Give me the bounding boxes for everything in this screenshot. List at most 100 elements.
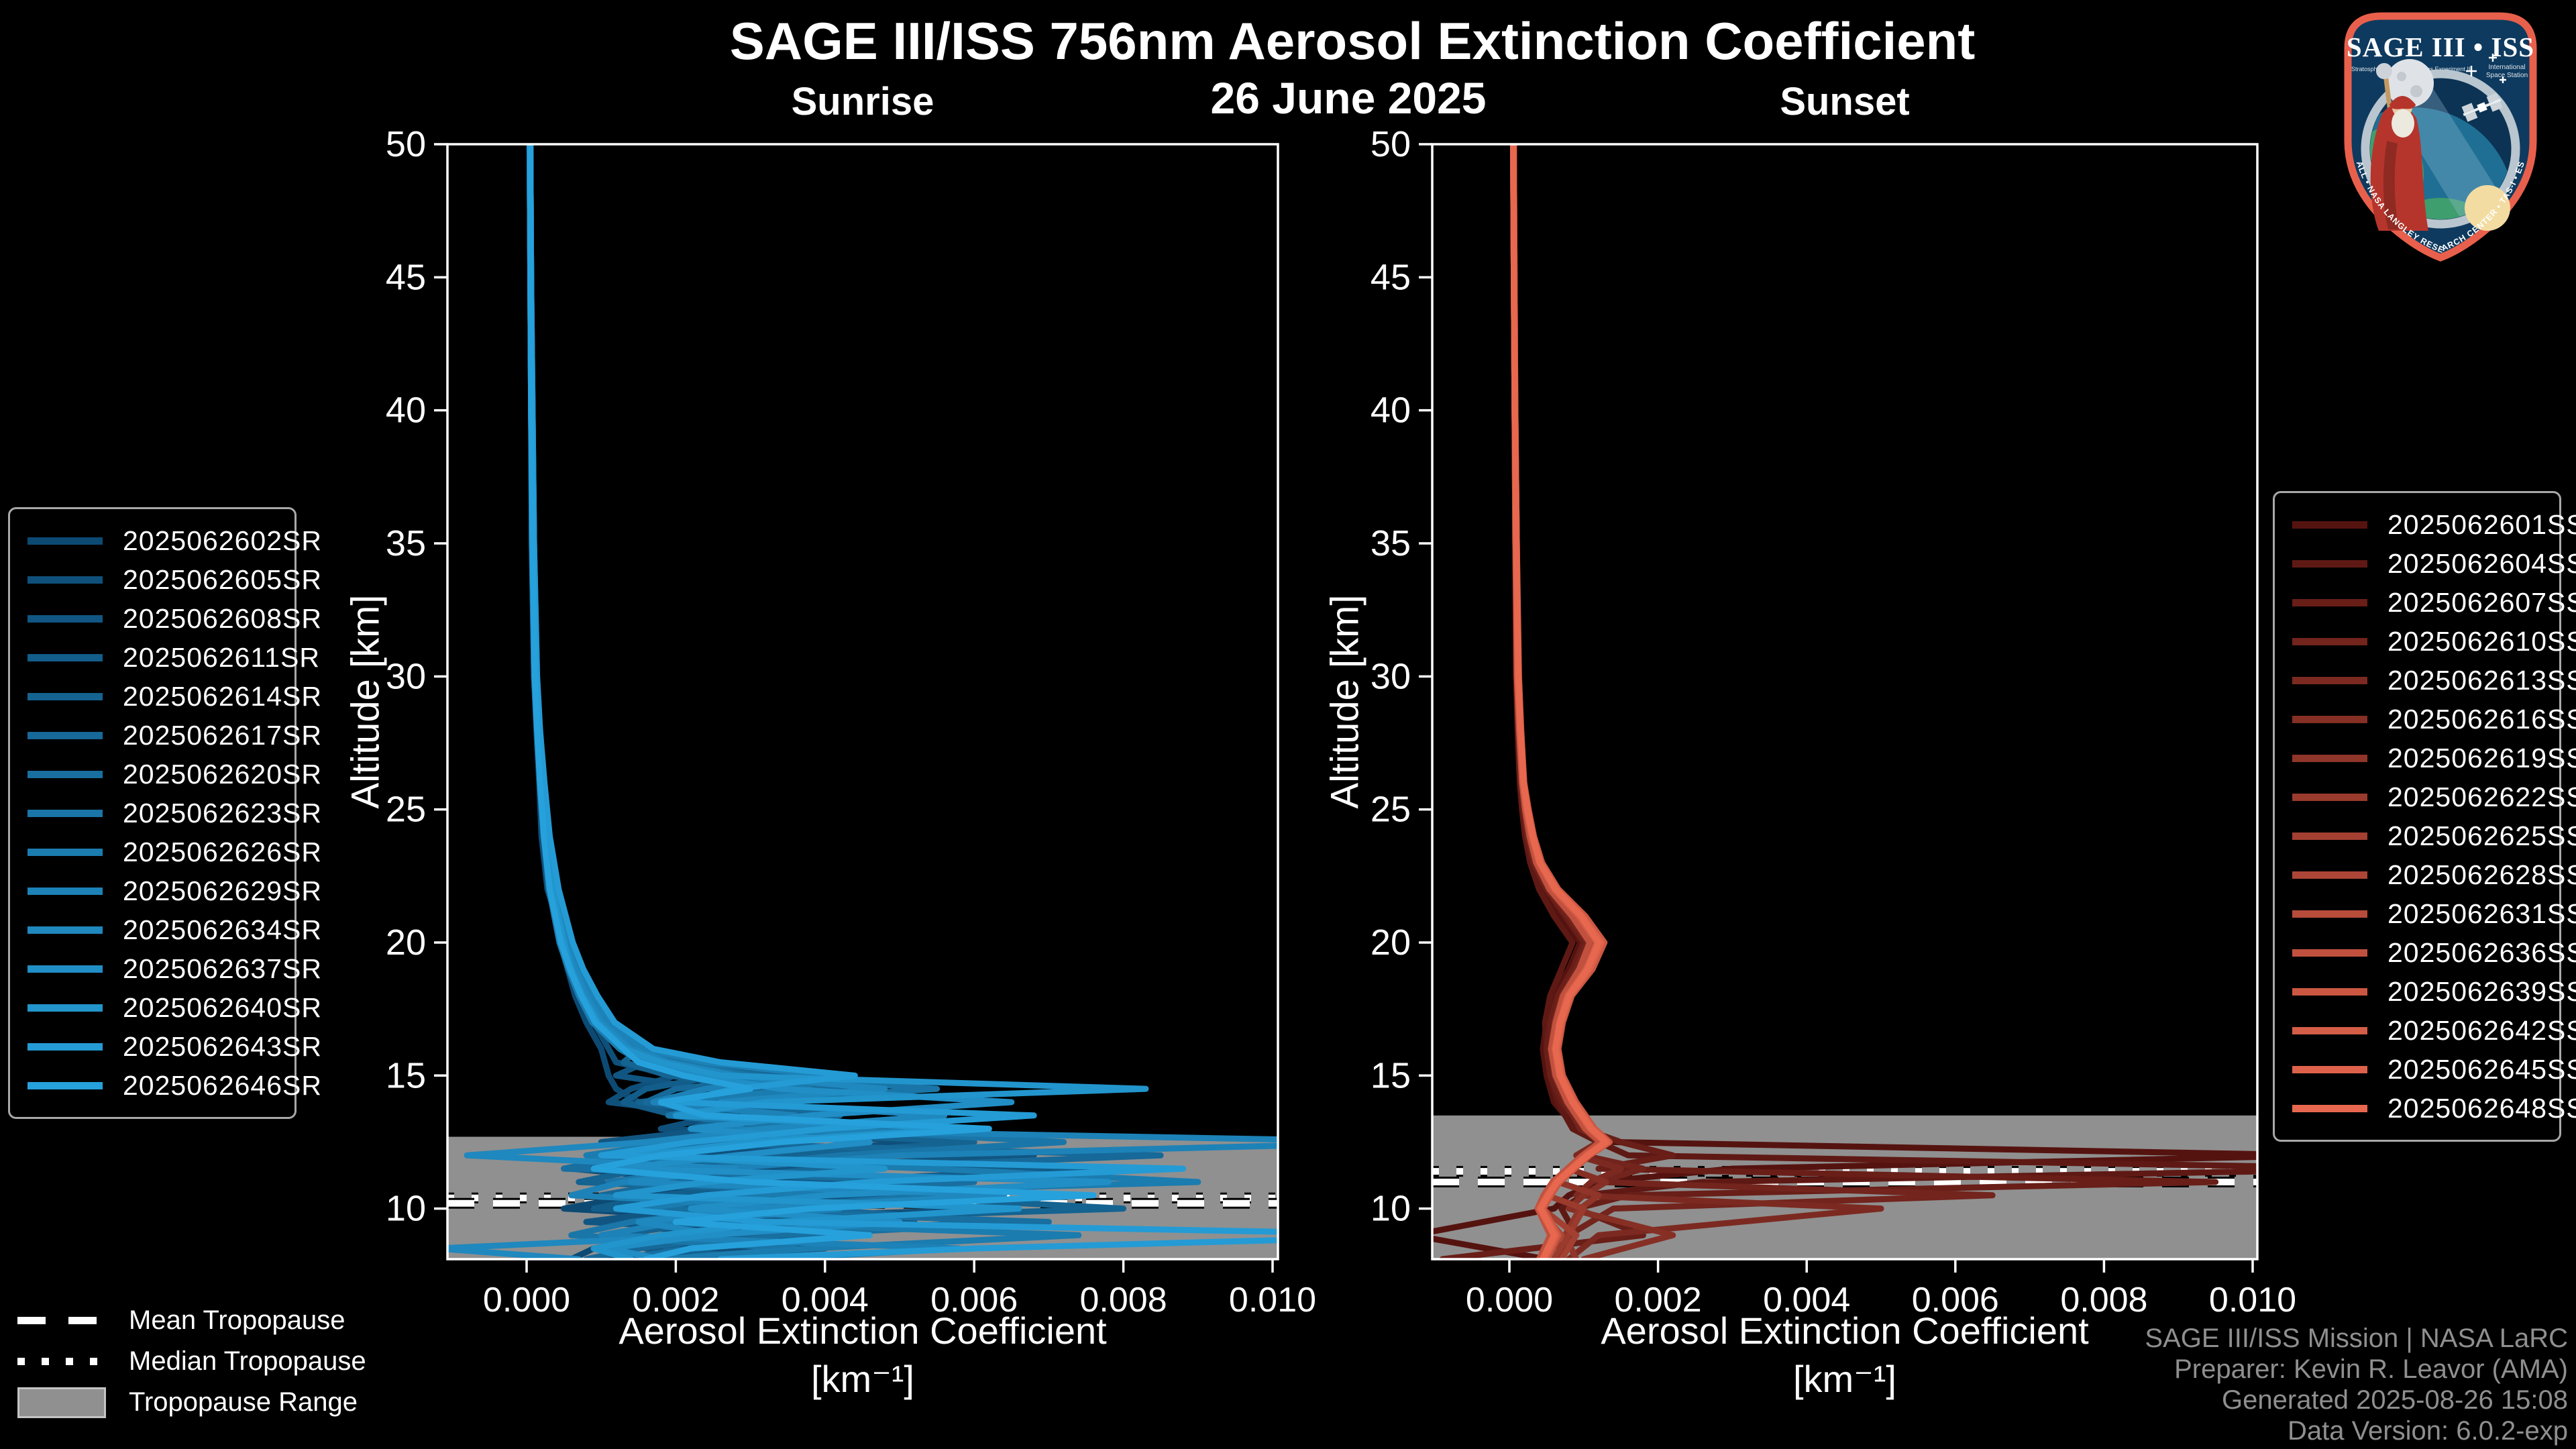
event-color-swatch bbox=[28, 1081, 103, 1089]
y-tick-label: 45 bbox=[386, 257, 426, 297]
event-id-label: 2025062616SS bbox=[2387, 703, 2576, 735]
attribution-line: Data Version: 6.0.2-exp bbox=[2287, 1416, 2568, 1446]
y-tick-label: 35 bbox=[386, 523, 426, 564]
moon-crater bbox=[2397, 72, 2406, 81]
x-tick-label: 0.002 bbox=[632, 1281, 719, 1320]
series-line-2025062604SS bbox=[1510, 144, 2257, 1259]
event-color-swatch bbox=[28, 653, 103, 661]
iss-sketch bbox=[2461, 93, 2503, 122]
series-line-2025062610SS bbox=[1510, 144, 1996, 1259]
event-color-swatch bbox=[28, 965, 103, 973]
event-color-swatch bbox=[28, 770, 103, 778]
y-tick-label: 10 bbox=[386, 1189, 426, 1229]
event-id-label: 2025062610SS bbox=[2387, 625, 2576, 657]
event-id-label: 2025062602SR bbox=[123, 525, 322, 556]
page-title: SAGE III/ISS 756nm Aerosol Extinction Co… bbox=[729, 11, 1976, 70]
xlabel-units: [km⁻¹] bbox=[811, 1358, 914, 1400]
event-color-swatch bbox=[2292, 559, 2367, 568]
event-color-swatch bbox=[28, 537, 103, 545]
ylabel-sunrise: Altitude [km] bbox=[343, 594, 388, 809]
legend-item-event: 2025062620SR bbox=[28, 755, 321, 794]
legend-item-event: 2025062617SR bbox=[28, 716, 321, 755]
y-tick-label: 40 bbox=[1371, 390, 1411, 431]
y-tick-label: 25 bbox=[1371, 790, 1411, 830]
legend-item-event: 2025062640SR bbox=[28, 988, 321, 1027]
event-id-label: 2025062629SR bbox=[123, 875, 322, 906]
x-tick-label: 0.004 bbox=[1763, 1281, 1850, 1320]
event-id-label: 2025062639SS bbox=[2387, 975, 2576, 1007]
event-color-swatch bbox=[2292, 715, 2367, 723]
legend-label: Median Tropopause bbox=[129, 1346, 366, 1376]
event-id-label: 2025062642SS bbox=[2387, 1014, 2576, 1046]
x-tick-label: 0.002 bbox=[1615, 1281, 1702, 1320]
event-color-swatch bbox=[28, 1042, 103, 1051]
x-tick-label: 0.000 bbox=[1466, 1281, 1553, 1320]
event-color-swatch bbox=[2292, 1065, 2367, 1073]
event-id-label: 2025062623SR bbox=[123, 797, 322, 828]
event-id-label: 2025062614SR bbox=[123, 680, 322, 712]
x-tick-label: 0.008 bbox=[1080, 1281, 1167, 1320]
event-color-swatch bbox=[2292, 521, 2367, 529]
y-tick-label: 30 bbox=[1371, 656, 1411, 696]
legend-sunset: 2025062601SS 2025062604SS 2025062607SS 2025… bbox=[2273, 491, 2576, 1142]
x-tick-label: 0.010 bbox=[2209, 1281, 2296, 1320]
xlabel-text: Aerosol Extinction Coefficient bbox=[619, 1309, 1107, 1352]
legend-item-event: 2025062625SS bbox=[2292, 816, 2576, 855]
y-tick-label: 45 bbox=[1371, 257, 1411, 297]
event-id-label: 2025062628SS bbox=[2387, 859, 2576, 890]
y-tick-label: 20 bbox=[1371, 922, 1411, 963]
event-id-label: 2025062607SS bbox=[2387, 586, 2576, 618]
legend-item-event: 2025062623SR bbox=[28, 794, 321, 833]
plot-frame bbox=[1431, 143, 2259, 1260]
legend-item-event: 2025062604SS bbox=[2292, 544, 2576, 583]
event-id-label: 2025062622SS bbox=[2387, 781, 2576, 812]
event-color-swatch bbox=[2292, 910, 2367, 918]
robed-figure bbox=[2370, 63, 2428, 231]
panel-sunset: 0.000 0.002 0.004 0.006 0.008 0.010 50 45 40 35 30… bbox=[1371, 124, 2296, 1320]
event-id-label: 2025062631SS bbox=[2387, 898, 2576, 929]
y-tick-label: 15 bbox=[386, 1055, 426, 1095]
event-color-swatch bbox=[28, 809, 103, 817]
series-line-2025062616SS bbox=[1510, 144, 1676, 1259]
y-tick-label: 40 bbox=[386, 390, 426, 431]
plot-frame bbox=[446, 143, 1279, 1260]
dashed-line-swatch bbox=[17, 1317, 106, 1324]
legend-item-event: 2025062645SS bbox=[2292, 1050, 2576, 1089]
x-tick-label: 0.010 bbox=[1229, 1281, 1316, 1320]
ylabel-sunset: Altitude [km] bbox=[1323, 594, 1367, 809]
event-id-label: 2025062643SR bbox=[123, 1030, 322, 1062]
event-color-swatch bbox=[2292, 1026, 2367, 1034]
legend-item-event: 2025062634SR bbox=[28, 910, 321, 949]
event-color-swatch bbox=[2292, 637, 2367, 645]
legend-sunrise: 2025062602SR 2025062605SR 2025062608SR 2025… bbox=[8, 507, 321, 1119]
event-id-label: 2025062605SR bbox=[123, 564, 322, 595]
xlabel-sunset: Aerosol Extinction Coefficient [km⁻¹] bbox=[1601, 1307, 2088, 1403]
legend-item-event: 2025062628SS bbox=[2292, 855, 2576, 894]
event-id-label: 2025062645SS bbox=[2387, 1053, 2576, 1085]
legend-item-event: 2025062608SR bbox=[28, 599, 321, 638]
legend-item-event: 2025062631SS bbox=[2292, 894, 2576, 933]
legend-item-event: 2025062639SS bbox=[2292, 972, 2576, 1011]
x-tick-label: 0.004 bbox=[782, 1281, 869, 1320]
event-color-swatch bbox=[28, 731, 103, 739]
xlabel-sunrise: Aerosol Extinction Coefficient [km⁻¹] bbox=[619, 1307, 1106, 1403]
xlabel-text: Aerosol Extinction Coefficient bbox=[1601, 1309, 2089, 1352]
y-tick-label: 30 bbox=[386, 656, 426, 696]
y-tick-label: 20 bbox=[386, 922, 426, 963]
legend-item-event: 2025062607SS bbox=[2292, 583, 2576, 622]
sage-iss-mission-logo: SAGE III • ISS Stratospheric Aerosol and… bbox=[2340, 7, 2537, 262]
date-subtitle: 26 June 2025 bbox=[1210, 73, 1487, 123]
event-id-label: 2025062617SR bbox=[123, 719, 322, 751]
event-id-label: 2025062646SR bbox=[123, 1069, 322, 1101]
event-color-swatch bbox=[28, 1004, 103, 1012]
event-color-swatch bbox=[28, 887, 103, 895]
event-color-swatch bbox=[28, 848, 103, 856]
robe-fold bbox=[2383, 141, 2399, 229]
legend-item-event: 2025062601SS bbox=[2292, 505, 2576, 544]
attribution-block: SAGE III/ISS Mission | NASA LaRC Prepare… bbox=[2145, 1323, 2568, 1446]
event-id-label: 2025062611SR bbox=[123, 641, 320, 673]
event-id-label: 2025062604SS bbox=[2387, 547, 2576, 579]
staff-orb bbox=[2376, 63, 2392, 79]
